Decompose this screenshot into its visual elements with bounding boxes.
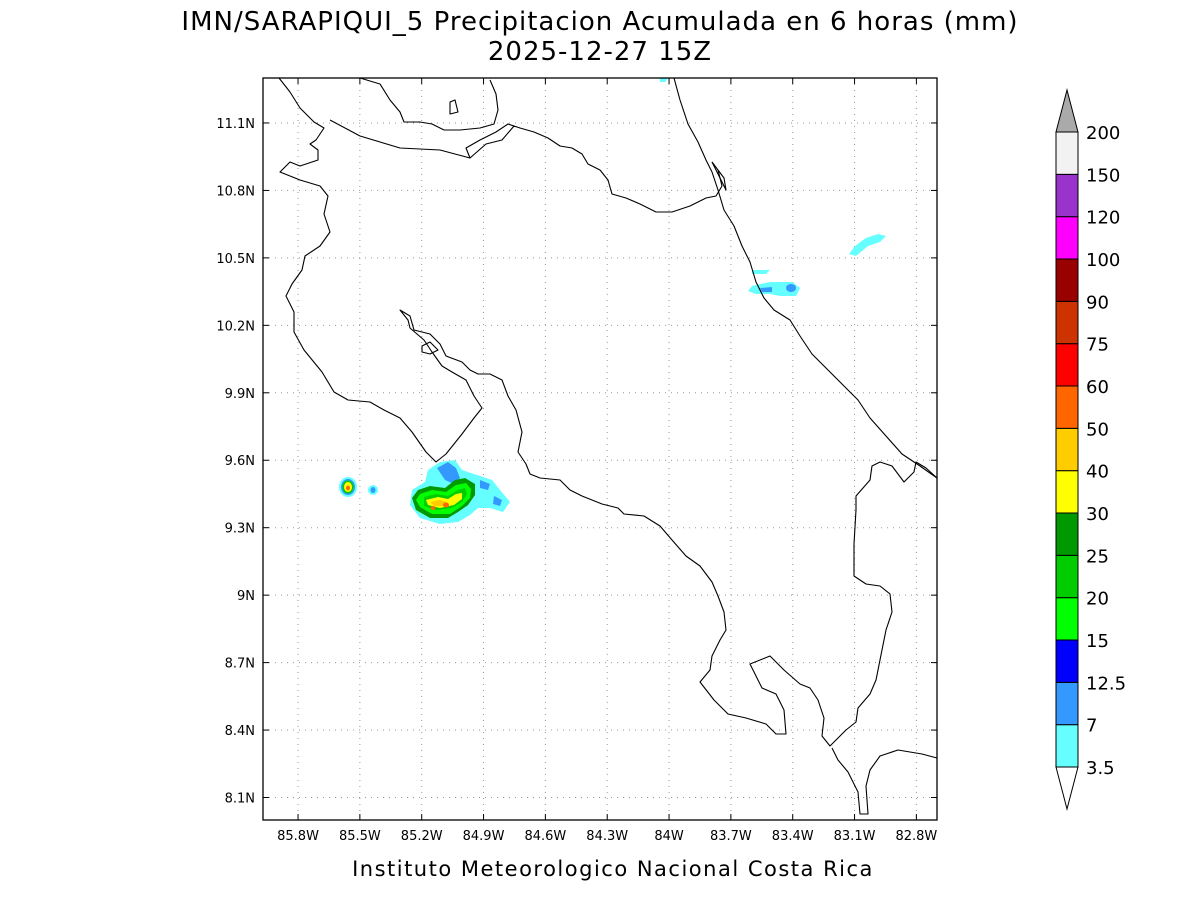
title-line-1: IMN/SARAPIQUI_5 Precipitacion Acumulada … — [181, 7, 1018, 37]
colorbar-label: 90 — [1086, 292, 1109, 313]
colorbar-over-triangle — [1055, 88, 1079, 133]
colorbar-swatch — [1055, 300, 1079, 345]
colorbar-label: 30 — [1086, 504, 1109, 525]
colorbar: 3.5 7 12.5 15 20 25 30 40 50 60 75 90 100 120 150 200 — [1055, 88, 1126, 811]
lon-tick-label: 85.2W — [401, 829, 443, 844]
colorbar-label: 20 — [1086, 589, 1109, 610]
colorbar-swatch — [1055, 554, 1079, 599]
colorbar-swatch — [1055, 131, 1079, 175]
lon-tick-label: 82.8W — [895, 829, 937, 844]
lon-tick-label: 84.3W — [586, 829, 628, 844]
lat-tick-label: 8.7N — [225, 657, 255, 672]
colorbar-label: 50 — [1086, 419, 1109, 440]
grid-lines — [263, 78, 937, 820]
colorbar-label: 200 — [1086, 123, 1120, 144]
lat-tick-label: 8.1N — [225, 792, 255, 807]
colorbar-swatch — [1055, 597, 1079, 641]
colorbar-label: 12.5 — [1086, 673, 1126, 694]
lat-tick-label: 10.5N — [216, 252, 255, 267]
colorbar-under-triangle — [1055, 766, 1079, 811]
lat-tick-label: 9.3N — [225, 522, 255, 537]
lon-tick-label: 84.6W — [524, 829, 566, 844]
map-panel: 85.8W 85.5W 85.2W 84.9W 84.6W 84.3W 84W 83.7W 83… — [216, 77, 938, 844]
lat-tick-label: 8.4N — [225, 724, 255, 739]
lat-tick-label: 11.1N — [216, 117, 255, 132]
map-frame — [262, 77, 938, 821]
colorbar-swatch — [1055, 681, 1079, 726]
lat-tick-label: 10.2N — [216, 319, 255, 334]
lat-tick-label: 9N — [237, 589, 255, 604]
colorbar-swatch — [1055, 216, 1079, 260]
title-line-2: 2025-12-27 15Z — [488, 37, 712, 67]
colorbar-swatch — [1055, 258, 1079, 302]
lon-tick-label: 85.8W — [277, 829, 319, 844]
lon-tick-label: 83.1W — [834, 829, 876, 844]
lat-tick-label: 9.9N — [225, 387, 255, 402]
lon-tick-label: 85.5W — [339, 829, 381, 844]
colorbar-label: 3.5 — [1086, 758, 1115, 779]
colorbar-label: 120 — [1086, 208, 1120, 229]
colorbar-label: 100 — [1086, 250, 1120, 271]
colorbar-label: 60 — [1086, 377, 1109, 398]
colorbar-swatch — [1055, 639, 1079, 683]
lon-tick-label: 84W — [654, 829, 684, 844]
colorbar-swatch — [1055, 173, 1079, 218]
colorbar-swatch — [1055, 724, 1079, 768]
longitude-axis: 85.8W 85.5W 85.2W 84.9W 84.6W 84.3W 84W 83.7W 83… — [277, 78, 937, 844]
colorbar-label: 150 — [1086, 165, 1120, 186]
map-background — [263, 78, 937, 820]
footer-credit: Instituto Meteorologico Nacional Costa R… — [352, 857, 874, 881]
colorbar-label: 7 — [1086, 716, 1097, 737]
colorbar-swatch — [1055, 385, 1079, 429]
lat-tick-label: 9.6N — [225, 454, 255, 469]
colorbar-swatch — [1055, 427, 1079, 472]
colorbar-label: 15 — [1086, 631, 1109, 652]
lon-tick-label: 83.4W — [772, 829, 814, 844]
latitude-axis: 8.1N 8.4N 8.7N 9N 9.3N 9.6N 9.9N 10.2N 10.5N 10.8… — [216, 117, 937, 807]
colorbar-label: 40 — [1086, 462, 1109, 483]
colorbar-swatch — [1055, 343, 1079, 387]
lon-tick-label: 83.7W — [710, 829, 752, 844]
rain-cell-nicoya-west — [339, 477, 357, 497]
colorbar-label: 25 — [1086, 546, 1109, 567]
colorbar-swatch — [1055, 470, 1079, 514]
lat-tick-label: 10.8N — [216, 184, 255, 199]
colorbar-swatch — [1055, 512, 1079, 556]
precipitation-field — [339, 78, 886, 524]
colorbar-label: 75 — [1086, 335, 1109, 356]
rain-cell-nicoya-gulf — [410, 460, 510, 524]
lon-tick-label: 84.9W — [463, 829, 505, 844]
coastlines — [278, 77, 938, 815]
